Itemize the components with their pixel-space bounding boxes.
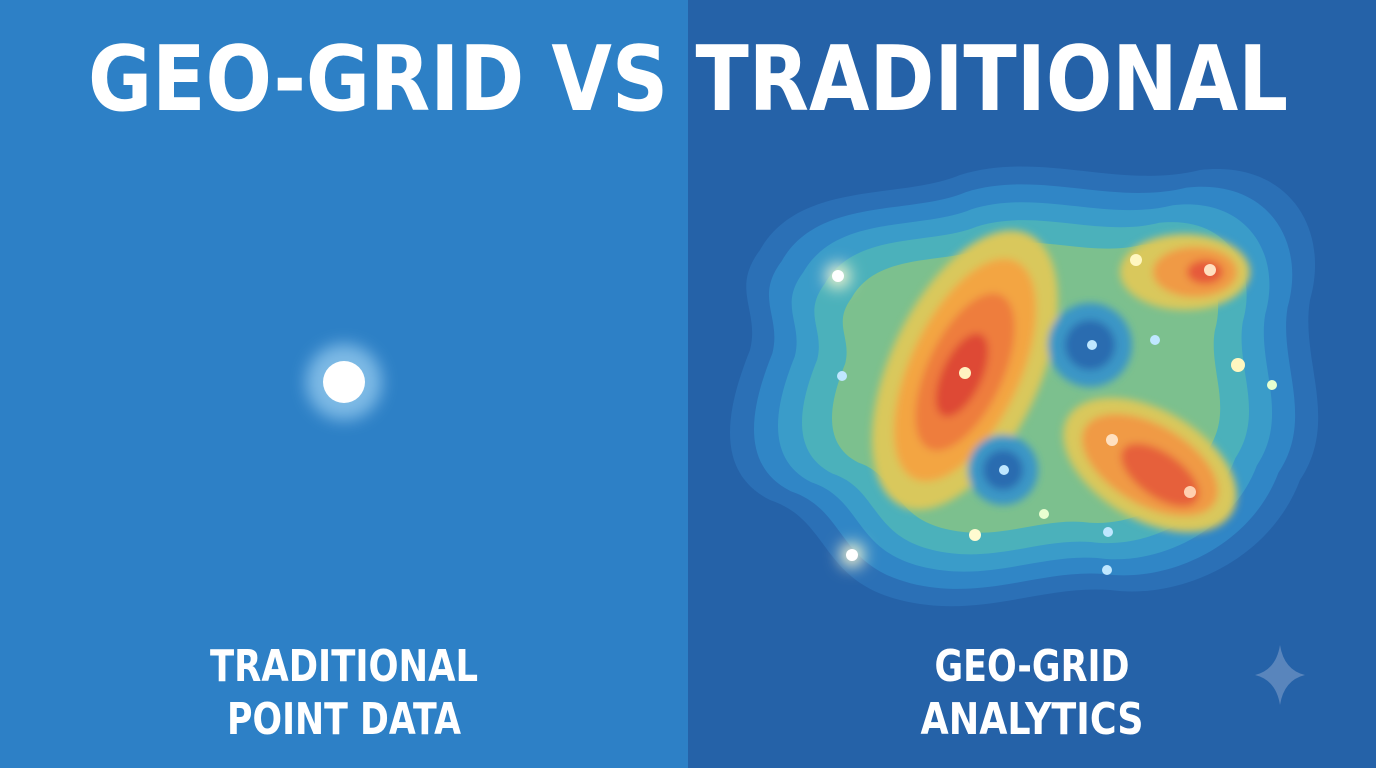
hotspot: [1150, 335, 1160, 345]
hotspot: [837, 371, 847, 381]
hotspot: [1184, 486, 1196, 498]
contour: [1121, 443, 1199, 507]
hotspot: [1103, 527, 1113, 537]
hotspot: [1106, 434, 1118, 446]
hotspot: [1087, 340, 1097, 350]
hotspot: [1231, 358, 1245, 372]
panel-label: ANALYTICS: [921, 694, 1144, 745]
hotspot: [846, 549, 858, 561]
hotspot: [1267, 380, 1277, 390]
hotspots: [826, 254, 1277, 575]
panel-label: POINT DATA: [227, 694, 461, 745]
hotspot: [1102, 565, 1112, 575]
hotspot: [1039, 509, 1049, 519]
hotspot: [1204, 264, 1216, 276]
panel-label: TRADITIONAL: [210, 641, 478, 692]
hotspot: [1130, 254, 1142, 266]
hotspot: [999, 465, 1009, 475]
panel-label: GEO-GRID: [935, 641, 1130, 692]
hotspot: [959, 367, 971, 379]
sparkle-icon: [1255, 645, 1305, 705]
hotspot: [832, 270, 844, 282]
hotspot: [969, 529, 981, 541]
title: GEO-GRID VS TRADITIONAL: [88, 27, 1288, 132]
data-point: [323, 361, 365, 403]
